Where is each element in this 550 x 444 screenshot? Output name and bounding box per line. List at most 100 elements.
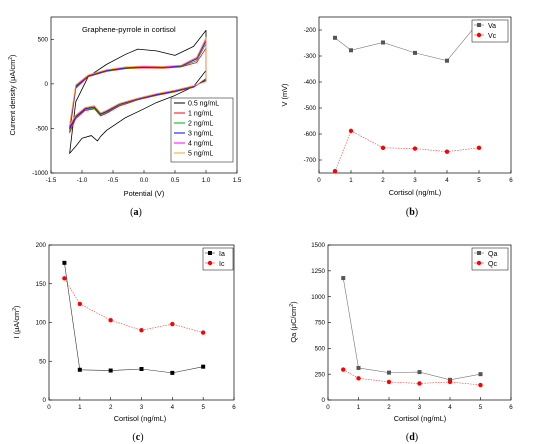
legend-entry: Va xyxy=(488,23,496,30)
x-tick-label: 3 xyxy=(413,177,417,184)
y-tick-label: -200 xyxy=(304,27,317,34)
data-point xyxy=(108,368,113,373)
legend-entry: 1 ng/mL xyxy=(188,111,213,118)
y-axis-label: I (μA/cm2) xyxy=(12,306,21,339)
data-point xyxy=(201,364,206,369)
data-point xyxy=(447,379,453,385)
data-point xyxy=(380,145,386,150)
data-point xyxy=(62,260,67,265)
y-tick-label: 500 xyxy=(315,346,326,353)
panel-caption: (a) xyxy=(130,207,142,218)
legend-entry: Qc xyxy=(488,261,497,268)
legend-entry: 5 ng/mL xyxy=(188,151,213,158)
data-point xyxy=(445,58,449,63)
legend-box xyxy=(202,247,234,271)
legend-entry: Ic xyxy=(219,261,225,268)
x-tick-label: 2 xyxy=(109,404,113,411)
data-point xyxy=(139,328,144,333)
y-axis-label: Qa (μC/cm2) xyxy=(289,301,298,342)
legend-swatch xyxy=(476,260,482,266)
series-line xyxy=(342,278,481,381)
series-line xyxy=(334,130,480,172)
y-tick-label: -300 xyxy=(304,53,317,60)
data-point xyxy=(356,365,361,370)
y-tick-label: 1000 xyxy=(311,294,325,301)
y-axis-label: V (mV) xyxy=(280,84,289,107)
series-line xyxy=(64,262,204,374)
y-tick-label: 1250 xyxy=(311,268,325,275)
legend: Va Vc xyxy=(471,19,509,43)
x-tick-label: -1.0 xyxy=(77,177,88,184)
y-tick-label: 0 xyxy=(45,81,49,88)
x-tick-label: 2 xyxy=(387,404,391,411)
y-tick-label: 1500 xyxy=(311,242,325,249)
x-tick-label: 4 xyxy=(448,404,452,411)
y-axis-label: Current density (μA/cm2) xyxy=(8,55,17,136)
x-tick-label: 0.5 xyxy=(171,177,180,184)
legend-entry: 4 ng/mL xyxy=(188,141,213,148)
y-tick-label: 50 xyxy=(39,358,46,365)
x-tick-label: 1 xyxy=(357,404,361,411)
data-point xyxy=(62,276,67,281)
x-tick-label: 1.0 xyxy=(202,177,211,184)
data-point xyxy=(444,149,450,154)
y-tick-label: 500 xyxy=(38,36,49,43)
legend-swatch xyxy=(477,251,481,255)
x-tick-label: -0.5 xyxy=(108,177,119,184)
legend-swatch xyxy=(476,32,482,38)
x-axis-label: Cortisol (ng/mL) xyxy=(114,414,167,423)
data-point xyxy=(341,367,346,372)
y-tick-label: -500 xyxy=(36,126,49,133)
series-line xyxy=(334,21,480,62)
legend-swatch xyxy=(477,23,481,27)
x-tick-label: 3 xyxy=(140,404,144,411)
x-tick-label: 5 xyxy=(479,404,483,411)
data-point xyxy=(200,330,206,335)
x-tick-label: -1.5 xyxy=(46,177,57,184)
legend-swatch xyxy=(207,260,213,266)
data-point xyxy=(387,370,391,375)
y-tick-label: -1000 xyxy=(32,170,48,177)
y-tick-label: 0 xyxy=(43,397,47,404)
panel-caption: (d) xyxy=(406,432,418,443)
y-tick-label: 100 xyxy=(36,320,47,327)
data-point xyxy=(412,146,418,151)
series-line xyxy=(343,369,481,386)
data-point xyxy=(478,372,483,377)
y-tick-label: 750 xyxy=(315,320,326,327)
legend-entry: Ia xyxy=(219,251,225,258)
data-point xyxy=(386,379,392,385)
x-tick-label: 3 xyxy=(418,404,422,411)
data-point xyxy=(349,48,353,53)
legend-entry: Qa xyxy=(488,251,497,258)
x-axis-label: Potential (V) xyxy=(124,189,165,198)
x-tick-label: 4 xyxy=(171,404,175,411)
x-axis-label: Cortisol (ng/mL) xyxy=(394,414,447,423)
data-point xyxy=(417,381,422,386)
y-tick-label: -500 xyxy=(304,105,317,112)
chart-panel-b: 0 1 2 3 4 5 6 -700 -600 -500 -400 -300 -200 Cortisol … xyxy=(280,16,513,218)
x-tick-label: 0 xyxy=(317,177,321,184)
legend-entry: 3 ng/mL xyxy=(188,131,213,138)
y-tick-label: -400 xyxy=(304,79,317,86)
legend-swatch xyxy=(208,251,212,255)
data-point xyxy=(476,145,482,150)
data-point xyxy=(170,370,175,375)
x-tick-label: 6 xyxy=(232,404,236,411)
data-point xyxy=(381,40,385,45)
panel-caption: (b) xyxy=(406,207,418,218)
data-point xyxy=(139,367,144,371)
x-tick-label: 4 xyxy=(445,177,449,184)
chart-panel-a: -1.5 -1.0 -0.5 0.0 0.5 1.0 1.5 -1000 -500 0 500 Pot… xyxy=(8,16,242,218)
data-point xyxy=(333,35,337,40)
x-tick-label: 1 xyxy=(78,404,82,411)
x-tick-label: 6 xyxy=(509,177,513,184)
chart-panel-d: 0 1 2 3 4 5 6 0 250 500 750 1000 1250 1500 Cortisol (n… xyxy=(289,242,513,443)
y-tick-label: 200 xyxy=(36,242,47,249)
data-point xyxy=(77,301,83,307)
data-point xyxy=(356,376,361,381)
data-point xyxy=(170,321,175,327)
x-tick-label: 0 xyxy=(326,404,330,411)
chart-title: Graphene-pyrrole in cortisol xyxy=(82,25,176,34)
